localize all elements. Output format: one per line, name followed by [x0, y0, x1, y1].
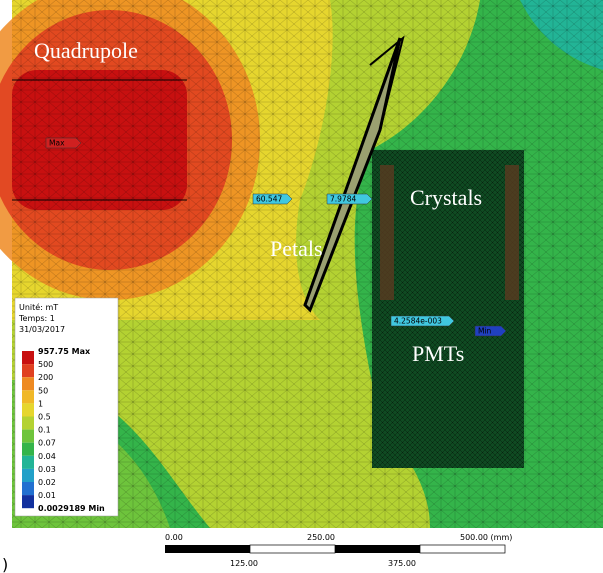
label-crystals: Crystals — [410, 185, 482, 210]
legend-swatch — [22, 351, 34, 364]
legend-swatch — [22, 364, 34, 377]
legend-level: 0.02 — [38, 478, 56, 487]
legend-level: 0.01 — [38, 491, 56, 500]
legend-swatch — [22, 482, 34, 495]
probe-label: Min — [478, 327, 492, 336]
probe-label: 7.9784 — [330, 195, 356, 204]
figure: Quadrupole Petals Crystals PMTs Max 60.54… — [0, 0, 603, 573]
legend-swatch — [22, 430, 34, 443]
legend-unit: Unité: mT — [19, 302, 58, 312]
legend-level: 0.0029189 Min — [38, 504, 105, 513]
legend-level: 0.5 — [38, 413, 51, 422]
probe-label: 60.547 — [256, 195, 282, 204]
legend-level: 0.1 — [38, 426, 51, 435]
legend-swatch — [22, 403, 34, 416]
probe-label: Max — [49, 139, 65, 148]
scale-label: 0.00 — [165, 533, 183, 542]
corner-mark: ) — [2, 555, 8, 573]
legend-level: 200 — [38, 373, 53, 382]
legend-swatch — [22, 495, 34, 508]
probe-label: 4.2584e-003 — [394, 317, 442, 326]
legend-level: 957.75 Max — [38, 347, 91, 356]
page: Quadrupole Petals Crystals PMTs Max 60.54… — [0, 0, 603, 573]
legend-swatch — [22, 443, 34, 456]
legend-swatch — [22, 390, 34, 403]
legend-level: 0.04 — [38, 452, 56, 461]
label-pmts: PMTs — [412, 341, 464, 366]
legend-swatch — [22, 417, 34, 430]
legend-level: 0.03 — [38, 465, 56, 474]
label-petals: Petals — [270, 236, 323, 261]
legend-level: 0.07 — [38, 439, 56, 448]
scale-label: 250.00 — [307, 533, 335, 542]
legend-swatch — [22, 469, 34, 482]
legend-swatch — [22, 456, 34, 469]
scale-label: 375.00 — [388, 559, 416, 568]
legend: Unité: mT Temps: 1 31/03/2017 957.75 Max… — [15, 298, 118, 516]
legend-time: Temps: 1 — [18, 314, 55, 323]
scale-bar: 0.00 250.00 500.00 (mm) 125.00 375.00 — [165, 533, 512, 568]
legend-level: 50 — [38, 386, 48, 395]
scale-label: 125.00 — [230, 559, 258, 568]
legend-level: 1 — [38, 399, 43, 408]
legend-level: 500 — [38, 360, 53, 369]
legend-swatch — [22, 377, 34, 390]
legend-date: 31/03/2017 — [19, 325, 65, 334]
scale-label: 500.00 (mm) — [460, 533, 512, 542]
label-quadrupole: Quadrupole — [34, 38, 138, 63]
